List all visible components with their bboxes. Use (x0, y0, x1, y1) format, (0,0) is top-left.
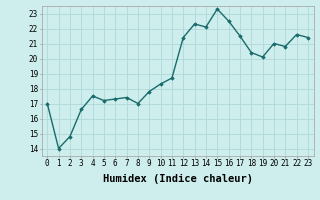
X-axis label: Humidex (Indice chaleur): Humidex (Indice chaleur) (103, 174, 252, 184)
